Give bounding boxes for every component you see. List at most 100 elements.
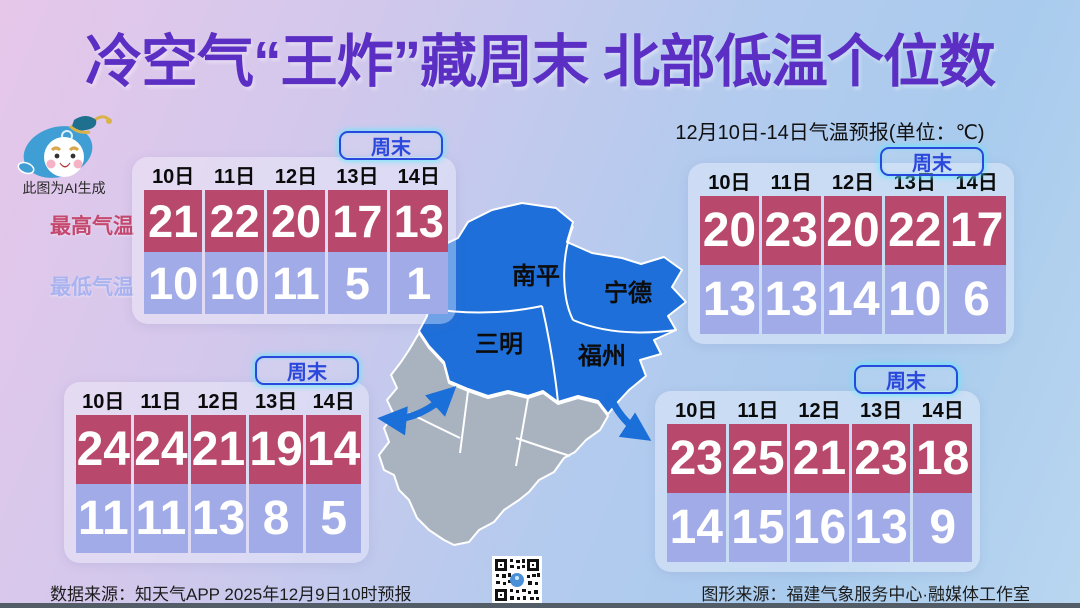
date-cell: 10日 <box>675 399 718 422</box>
high-temp-cell: 23 <box>761 196 821 265</box>
weekend-badge: 周末 <box>339 131 443 160</box>
mascot-cheek-left <box>46 159 56 169</box>
date-cell: 12日 <box>274 165 318 188</box>
low-temp-cell: 10 <box>885 265 945 334</box>
mascot-brow-right <box>68 146 80 152</box>
mascot-bag-tie <box>68 124 91 134</box>
date-cell: 10日 <box>82 390 125 413</box>
date-cell: 11日 <box>214 165 256 188</box>
map-label-sanming: 三明 <box>475 331 523 358</box>
map-north-district-borders <box>426 225 677 403</box>
high-temp-cell: 18 <box>913 424 972 493</box>
table-card: 10日 11日 12日 13日 14日 21 22 20 17 13 10 10 11 5 1 <box>132 157 456 324</box>
mascot-eye-right <box>70 153 76 159</box>
date-header-row: 10日 11日 12日 13日 14日 <box>76 388 361 415</box>
mascot-rope-knot <box>106 118 112 124</box>
date-cell: 10日 <box>152 165 195 188</box>
low-temp-cell: 8 <box>248 484 304 553</box>
low-temp-cell: 10 <box>144 252 203 314</box>
high-temp-cell: 17 <box>947 196 1006 265</box>
low-temp-cell: 11 <box>266 252 326 314</box>
date-cell: 13日 <box>254 390 298 413</box>
low-temp-cell: 1 <box>389 252 448 314</box>
weekend-badge: 周末 <box>255 356 359 385</box>
date-cell: 12日 <box>831 171 875 194</box>
high-temp-cell: 14 <box>306 415 361 484</box>
high-temp-cell: 20 <box>700 196 759 265</box>
low-temp-cell: 11 <box>76 484 131 553</box>
mascot-face <box>44 137 84 177</box>
table-card: 10日 11日 12日 13日 14日 24 24 21 19 14 11 11 13 8 5 <box>64 382 369 563</box>
map-label-ningde: 宁德 <box>604 279 652 307</box>
high-temp-cell: 17 <box>328 190 387 252</box>
map-south-district-borders <box>408 390 571 467</box>
map-label-fuzhou: 福州 <box>577 343 626 370</box>
high-temp-row: 23 25 21 23 18 <box>667 424 972 493</box>
low-temp-cell: 5 <box>328 252 387 314</box>
date-cell: 14日 <box>397 165 440 188</box>
graphic-source-text: 图形来源：福建气象服务中心·融媒体工作室 <box>701 585 1030 604</box>
date-header-row: 10日 11日 12日 13日 14日 <box>144 163 448 190</box>
date-cell: 12日 <box>798 399 841 422</box>
low-temp-cell: 16 <box>790 493 849 562</box>
low-temp-cell: 10 <box>205 252 264 314</box>
high-temp-cell: 20 <box>266 190 326 252</box>
table-card: 10日 11日 12日 13日 14日 20 23 20 22 17 13 13 14 10 6 <box>688 163 1014 344</box>
mascot-eye-left <box>54 153 60 159</box>
high-temp-cell: 21 <box>191 415 246 484</box>
low-temp-cell: 5 <box>306 484 361 553</box>
low-temp-cell: 6 <box>947 265 1006 334</box>
high-temp-row: 20 23 20 22 17 <box>700 196 1006 265</box>
mascot-mouth <box>59 162 71 168</box>
high-temp-cell: 25 <box>728 424 788 493</box>
date-cell: 14日 <box>955 171 998 194</box>
mascot-bag-top <box>72 116 97 131</box>
high-temp-cell: 20 <box>823 196 883 265</box>
table-card: 10日 11日 12日 13日 14日 23 25 21 23 18 14 15 16 13 9 <box>655 391 980 572</box>
high-temp-cell: 24 <box>133 415 189 484</box>
low-temp-row: 13 13 14 10 6 <box>700 265 1006 334</box>
forecast-table-top-right: 周末 10日 11日 12日 13日 14日 20 23 20 22 17 13 13 14 10 6 <box>688 147 1014 344</box>
high-temp-cell: 13 <box>389 190 448 252</box>
date-cell: 14日 <box>312 390 355 413</box>
date-cell: 11日 <box>737 399 779 422</box>
page-title: 冷空气“王炸”藏周末 北部低温个位数 <box>85 30 996 94</box>
mascot-brow-left <box>50 146 62 152</box>
map-label-nanping: 南平 <box>512 263 560 290</box>
date-cell: 10日 <box>708 171 751 194</box>
high-temp-row: 21 22 20 17 13 <box>144 190 448 252</box>
low-temp-cell: 9 <box>913 493 972 562</box>
date-cell: 13日 <box>893 171 936 194</box>
low-temp-cell: 13 <box>761 265 821 334</box>
forecast-table-bottom-right: 周末 10日 11日 12日 13日 14日 23 25 21 23 18 14 15 16 13 9 <box>655 365 980 572</box>
low-temp-row: 10 10 11 5 1 <box>144 252 448 314</box>
low-temp-cell: 15 <box>728 493 788 562</box>
date-header-row: 10日 11日 12日 13日 14日 <box>667 397 972 424</box>
low-temp-cell: 13 <box>191 484 246 553</box>
arrow-to-bottom-left-table <box>377 385 457 436</box>
high-temp-cell: 22 <box>205 190 264 252</box>
date-header-row: 10日 11日 12日 13日 14日 <box>700 169 1006 196</box>
high-temp-row: 24 24 21 19 14 <box>76 415 361 484</box>
high-temp-cell: 21 <box>144 190 203 252</box>
high-temp-cell: 21 <box>790 424 849 493</box>
weekend-badge: 周末 <box>854 365 958 394</box>
forecast-table-top-left: 周末 10日 11日 12日 13日 14日 21 22 20 17 13 10 10 11 5 1 <box>132 131 456 324</box>
date-cell: 12日 <box>197 390 240 413</box>
forecast-table-bottom-left: 周末 10日 11日 12日 13日 14日 24 24 21 19 14 11 11 13 8 5 <box>64 356 369 563</box>
low-temp-cell: 14 <box>823 265 883 334</box>
low-temp-cell: 13 <box>700 265 759 334</box>
mascot-cheek-right <box>73 159 83 169</box>
date-cell: 13日 <box>859 399 903 422</box>
low-temp-row: 11 11 13 8 5 <box>76 484 361 553</box>
low-temp-label: 最低气温 <box>50 276 134 299</box>
low-temp-row: 14 15 16 13 9 <box>667 493 972 562</box>
map-north-blue-region <box>418 202 687 415</box>
forecast-subtitle: 12月10日-14日气温预报(单位：℃) <box>675 122 985 144</box>
high-temp-label: 最高气温 <box>50 215 134 238</box>
mascot-foot <box>17 161 35 175</box>
high-temp-cell: 24 <box>76 415 131 484</box>
data-source-text: 数据来源：知天气APP 2025年12月9日10时预报 <box>50 585 412 604</box>
map-south-gray-region <box>378 332 609 546</box>
ai-generated-note: 此图为AI生成 <box>22 180 106 196</box>
